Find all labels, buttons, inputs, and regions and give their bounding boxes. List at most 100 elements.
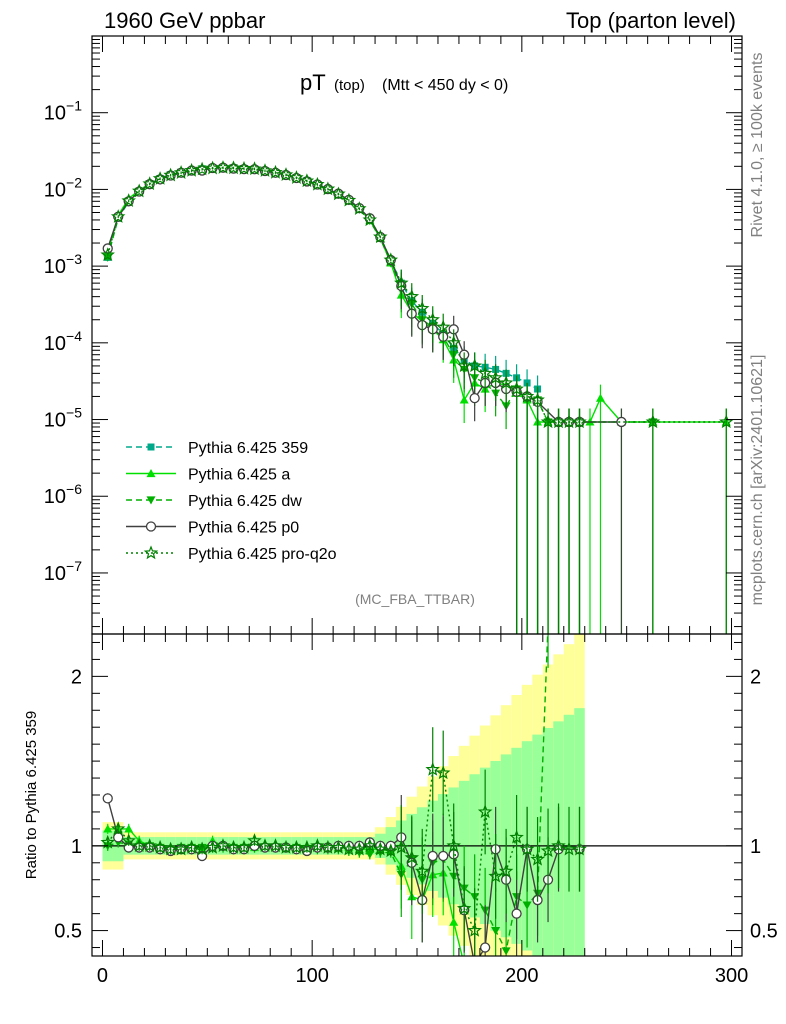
ratio-point: [310, 838, 325, 853]
legend-label: Pythia 6.425 359: [188, 440, 308, 457]
ratio-point: [102, 793, 113, 804]
ratio-point: [184, 839, 199, 854]
data-point: [469, 393, 480, 404]
legend-item: Pythia 6.425 pro-q2o: [126, 545, 337, 563]
data-point: [268, 164, 283, 179]
legend-item: Pythia 6.425 a: [126, 467, 290, 484]
legend-item: Pythia 6.425 359: [126, 440, 308, 457]
data-point: [352, 201, 367, 215]
data-point: [446, 335, 461, 350]
ratio-point: [236, 839, 252, 854]
ratio-point: [488, 868, 503, 883]
data-point: [205, 160, 220, 175]
data-point: [278, 167, 294, 182]
legend-label: Pythia 6.425 p0: [188, 520, 299, 537]
data-point: [100, 247, 115, 262]
ratio-point: [362, 838, 378, 853]
ratio-point: [121, 833, 136, 847]
data-point: [289, 170, 304, 184]
data-point: [142, 176, 157, 191]
rivet-label: Rivet 4.1.0, ≥ 100k events: [749, 53, 766, 238]
ratio-point: [173, 841, 189, 856]
ratio-point: [509, 829, 524, 844]
ratio-point: [103, 824, 113, 833]
data-point: [341, 192, 357, 207]
data-point: [425, 312, 440, 326]
ratio-point: [113, 832, 124, 843]
series-proq2o: [100, 160, 734, 634]
x-tick-label: 200: [505, 965, 538, 987]
ratio-point: [438, 850, 449, 862]
ratio-point: [551, 838, 566, 853]
ratio-point: [194, 841, 210, 856]
data-point: [310, 176, 325, 191]
ratio-point: [519, 841, 535, 856]
data-point: [226, 160, 241, 175]
y-tick-label: 10−4: [44, 328, 82, 355]
series-line: [107, 166, 538, 390]
data-point: [519, 388, 535, 403]
data-point: [477, 365, 493, 380]
ratio-point: [299, 839, 315, 854]
x-tick-label: 0: [97, 965, 108, 987]
data-point: [404, 288, 420, 303]
ratio-point: [152, 839, 168, 854]
ratio-point: [365, 850, 375, 859]
ratio-y-tick-label: 0.5: [54, 921, 82, 943]
ratio-point: [477, 804, 493, 819]
ratio-point: [491, 926, 501, 936]
data-point: [131, 183, 147, 198]
main-plot-frame: [91, 35, 743, 635]
y-tick-label: 10−1: [44, 98, 82, 125]
ratio-point: [501, 947, 511, 956]
legend-marker: [147, 443, 155, 451]
legend-marker: [143, 545, 159, 560]
data-point: [152, 171, 168, 185]
header-left: 1960 GeV ppbar: [104, 8, 265, 33]
series-a: [103, 162, 731, 634]
data-point: [645, 414, 661, 429]
ratio-point: [479, 942, 491, 953]
data-point: [247, 161, 262, 176]
data-point: [373, 229, 388, 244]
data-point: [467, 358, 482, 373]
legend-marker: [145, 521, 157, 532]
data-point: [459, 395, 469, 404]
legend-label: Pythia 6.425 a: [188, 467, 290, 484]
ratio-point: [456, 900, 472, 915]
ratio-y-tick-label-right: 0.5: [750, 921, 778, 943]
ratio-point: [331, 839, 346, 854]
ratio-y-tick-label-right: 1: [750, 836, 761, 858]
ratio-y-tick-label: 1: [71, 836, 82, 858]
ratio-y-tick-label: 2: [71, 666, 82, 688]
data-point: [257, 163, 273, 177]
legend-item: Pythia 6.425 dw: [126, 493, 302, 510]
ratio-point: [572, 841, 587, 856]
ratio-point: [404, 850, 420, 864]
ratio-point: [522, 901, 532, 910]
ratio-point: [124, 824, 134, 833]
ratio-point: [383, 843, 399, 858]
data-point: [394, 275, 409, 290]
plot-title-sub: (top): [334, 77, 365, 94]
data-point: [383, 252, 399, 267]
legend-item: Pythia 6.425 p0: [126, 520, 299, 537]
ratio-y-axis-label: Ratio to Pythia 6.425 359: [23, 711, 40, 879]
plot-title-cut: (Mtt < 450 dy < 0): [382, 77, 508, 94]
data-point: [414, 300, 430, 315]
series-p359: [104, 164, 542, 634]
ratio-series-proq2o: [100, 727, 587, 956]
ratio-point: [414, 863, 430, 878]
data-point: [121, 193, 136, 208]
ratio-point: [110, 821, 126, 836]
y-tick-label: 10−6: [44, 481, 82, 508]
y-tick-label: 10−7: [44, 558, 82, 585]
mcplots-label: mcplots.cern.ch [arXiv:2401.10621]: [749, 355, 766, 606]
data-point: [488, 370, 503, 385]
legend-marker: [146, 469, 156, 478]
series-line: [107, 167, 653, 423]
data-point: [331, 186, 346, 201]
x-tick-label: 100: [295, 965, 328, 987]
ratio-point: [511, 908, 522, 919]
analysis-label: (MC_FBA_TTBAR): [355, 591, 475, 607]
